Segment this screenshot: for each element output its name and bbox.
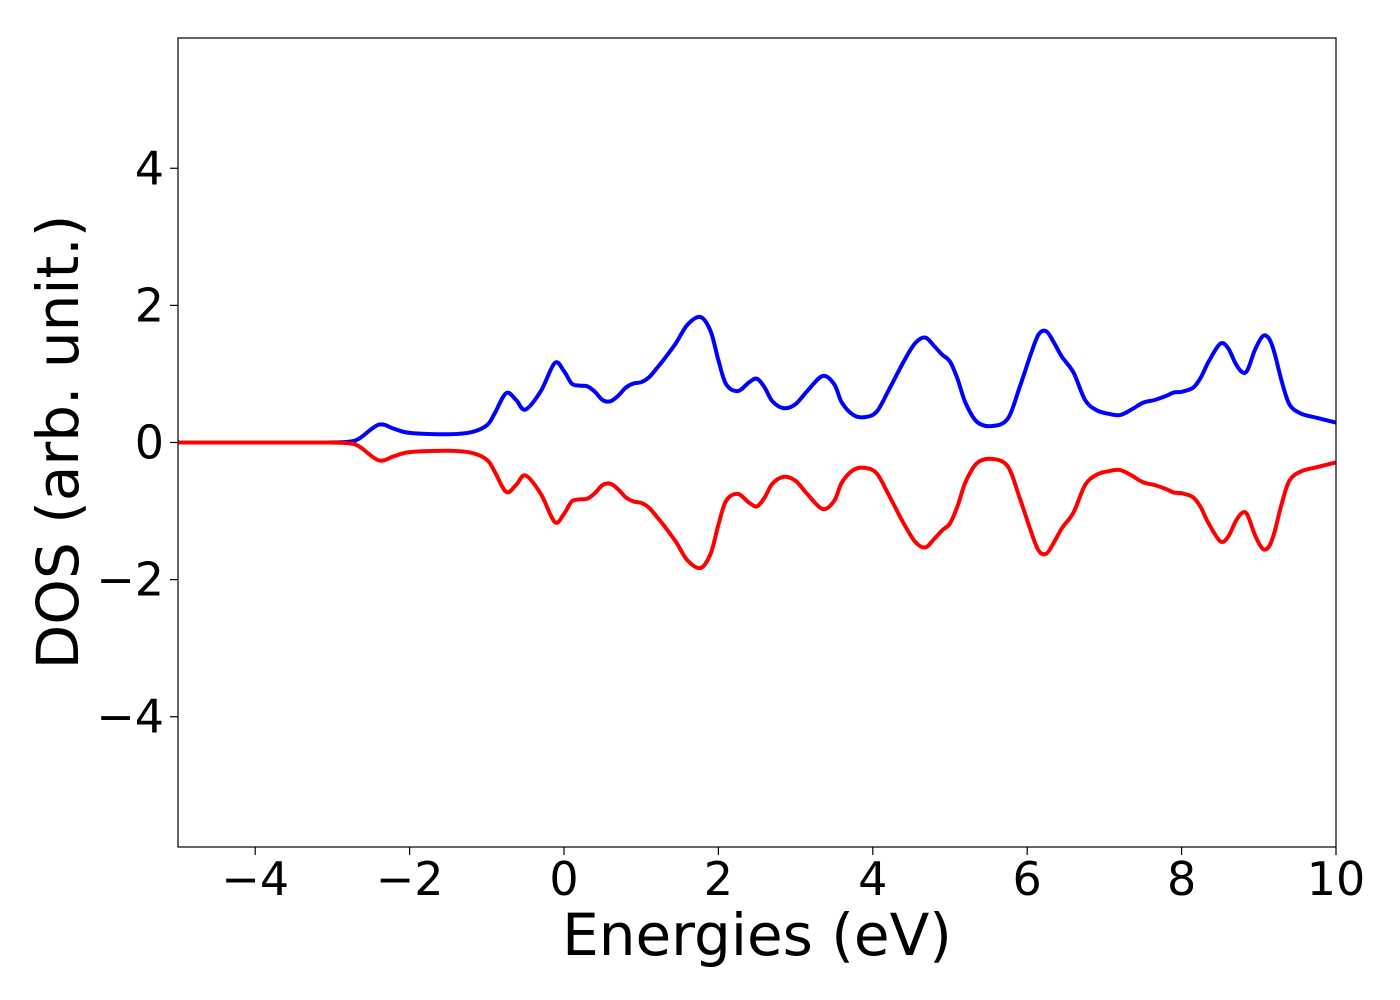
x-tick-label: 10 (1307, 852, 1366, 906)
y-axis-ticks: −4 −2 0 2 4 (96, 141, 178, 744)
y-tick-label: −4 (96, 690, 164, 744)
dos-series-line-blue (178, 314, 1336, 445)
x-axis-ticks: −4 −2 0 2 4 6 8 10 (221, 847, 1365, 906)
x-tick-label: 2 (704, 852, 733, 906)
y-tick-label: 2 (135, 278, 164, 332)
x-tick-label: 0 (549, 852, 578, 906)
y-tick-label: −2 (96, 553, 164, 607)
x-axis-label: Energies (eV) (562, 901, 952, 969)
x-tick-label: −4 (221, 852, 289, 906)
series-layer (178, 314, 1336, 571)
x-tick-label: 8 (1167, 852, 1196, 906)
y-tick-label: 0 (135, 416, 164, 470)
y-axis-label: DOS (arb. unit.) (24, 215, 92, 670)
x-tick-label: 4 (858, 852, 887, 906)
x-tick-label: −2 (376, 852, 444, 906)
dos-series-line-red (178, 440, 1336, 571)
y-tick-label: 4 (135, 141, 164, 195)
x-tick-label: 6 (1013, 852, 1042, 906)
